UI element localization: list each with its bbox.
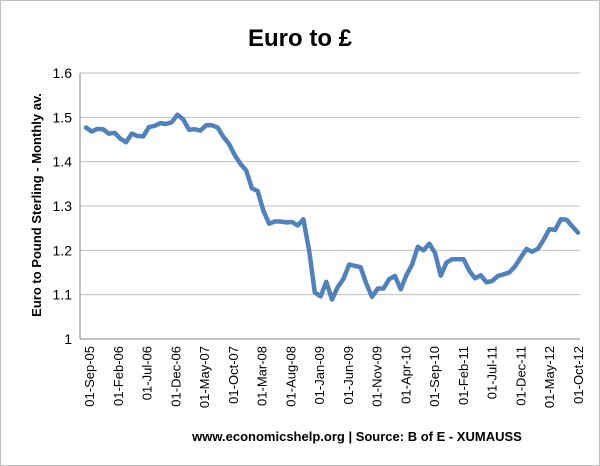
x-tick-label: 01-Aug-08	[283, 346, 298, 407]
x-tick-label: 01-Jul-06	[140, 346, 155, 400]
y-tick-label: 1.2	[53, 242, 73, 258]
y-tick-label: 1	[64, 331, 72, 347]
x-tick-label: 01-Feb-06	[111, 346, 126, 406]
y-tick-label: 1.1	[53, 287, 73, 303]
series-line	[83, 112, 581, 302]
x-tick-label: 01-Oct-12	[571, 346, 586, 404]
x-tick-label: 01-May-12	[542, 346, 557, 408]
x-tick-label: 01-Nov-09	[370, 346, 385, 407]
y-tick-label: 1.5	[53, 109, 73, 125]
x-tick-label: 01-Oct-07	[226, 346, 241, 404]
x-tick-label: 01-Apr-10	[398, 346, 413, 404]
x-tick-label: 01-Feb-11	[456, 346, 471, 405]
x-tick-label: 01-Jun-09	[341, 346, 356, 405]
y-tick-label: 1.3	[53, 198, 73, 214]
x-tick-label: 01-May-07	[197, 346, 212, 408]
x-tick-label: 01-Jul-11	[485, 346, 500, 399]
x-tick-label: 01-Dec-11	[513, 346, 528, 406]
y-axis-label: Euro to Pound Sterling - Monthly av.	[29, 93, 44, 317]
chart-title: Euro to £	[248, 25, 353, 52]
y-tick-labels: 1 1.1 1.2 1.3 1.4 1.5 1.6	[53, 65, 73, 347]
x-tick-label: 01-Jan-09	[312, 346, 327, 405]
y-tick-label: 1.4	[53, 154, 73, 170]
x-axis-source-label: www.economicshelp.org | Source: B of E -…	[191, 429, 522, 444]
axes	[79, 73, 580, 340]
x-tick-label: 01-Sep-05	[82, 346, 97, 407]
series-layer	[83, 112, 581, 302]
y-tick-label: 1.6	[53, 65, 73, 81]
x-tick-labels: 01-Sep-05 01-Feb-06 01-Jul-06 01-Dec-06 01-M…	[82, 346, 586, 408]
x-tick-label: 01-Sep-10	[427, 346, 442, 407]
x-tick-label: 01-Dec-06	[168, 346, 183, 407]
x-tick-label: 01-Mar-08	[255, 346, 270, 406]
